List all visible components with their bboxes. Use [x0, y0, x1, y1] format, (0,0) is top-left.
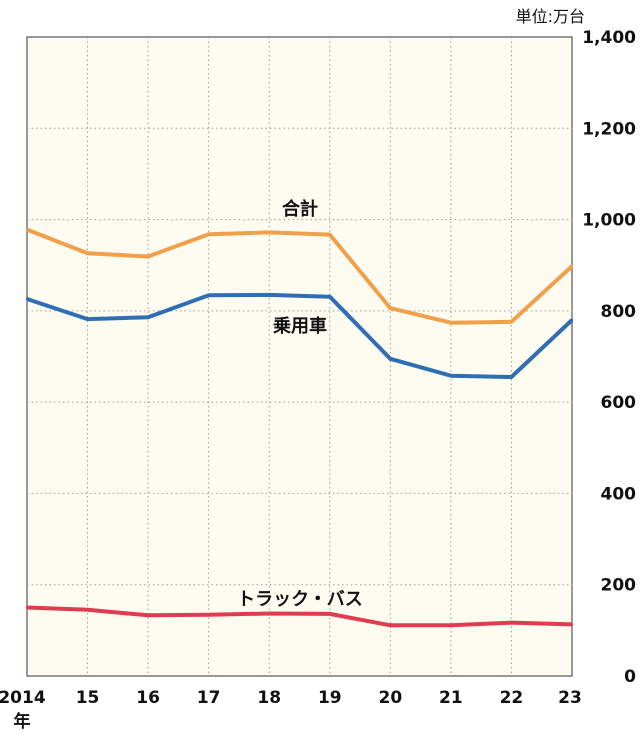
y-tick-label: 1,000	[582, 211, 636, 231]
y-tick-label: 200	[601, 576, 637, 596]
x-tick-label: 22	[500, 688, 524, 708]
data-point	[207, 294, 210, 297]
y-tick-label: 800	[601, 302, 637, 322]
series-line	[26, 227, 574, 325]
data-point	[207, 613, 210, 617]
data-point	[25, 606, 29, 609]
data-point	[389, 624, 392, 627]
x-tick-label: 21	[439, 688, 463, 708]
x-axis-year-suffix: 年	[14, 711, 31, 732]
data-point	[449, 374, 453, 377]
data-point	[510, 375, 513, 379]
y-tick-label: 1,200	[582, 119, 636, 139]
x-tick-label: 23	[558, 688, 582, 708]
series-label-passenger-car: 乗用車	[273, 315, 327, 337]
data-point	[449, 321, 453, 324]
y-axis-ticks: 0 200 400 600 800 1,000 1,200 1,400	[582, 28, 636, 687]
data-point	[25, 228, 29, 231]
series-label-total: 合計	[282, 198, 318, 220]
series-line	[26, 292, 574, 379]
unit-label: 単位:万台	[516, 7, 585, 26]
data-point	[328, 233, 331, 236]
x-tick-label: 16	[136, 688, 160, 708]
data-point	[510, 621, 513, 624]
data-point	[389, 357, 392, 360]
data-point	[268, 612, 271, 615]
plot-area	[26, 36, 573, 677]
data-point	[449, 624, 453, 627]
y-tick-label: 600	[601, 393, 637, 413]
series-label-truck-bus: トラック・バス	[237, 589, 363, 610]
x-tick-label: 2014	[0, 688, 46, 708]
data-point	[570, 623, 574, 626]
y-tick-label: 0	[624, 667, 636, 687]
data-point	[268, 293, 271, 297]
data-point	[86, 317, 89, 321]
data-point	[268, 231, 271, 234]
x-axis-ticks: 2014 15 16 17 18 19 20 21 22 23	[0, 688, 582, 708]
x-tick-label: 17	[197, 688, 221, 708]
x-tick-label: 18	[257, 688, 281, 708]
data-point	[328, 295, 331, 298]
series-lines	[25, 227, 574, 628]
data-point	[510, 320, 513, 324]
data-point	[25, 297, 29, 301]
x-tick-label: 15	[76, 688, 100, 708]
x-tick-label: 20	[378, 688, 402, 708]
y-tick-label: 1,400	[582, 28, 636, 48]
y-tick-label: 400	[601, 484, 637, 504]
data-point	[146, 255, 150, 258]
data-point	[146, 614, 150, 617]
data-point	[389, 306, 392, 310]
data-point	[570, 264, 574, 268]
data-point	[207, 232, 210, 236]
data-point	[86, 608, 89, 612]
x-tick-label: 19	[318, 688, 342, 708]
data-point	[328, 612, 331, 616]
data-point	[570, 318, 574, 322]
data-point	[146, 316, 150, 319]
series-line	[26, 605, 573, 628]
data-point	[86, 252, 89, 255]
